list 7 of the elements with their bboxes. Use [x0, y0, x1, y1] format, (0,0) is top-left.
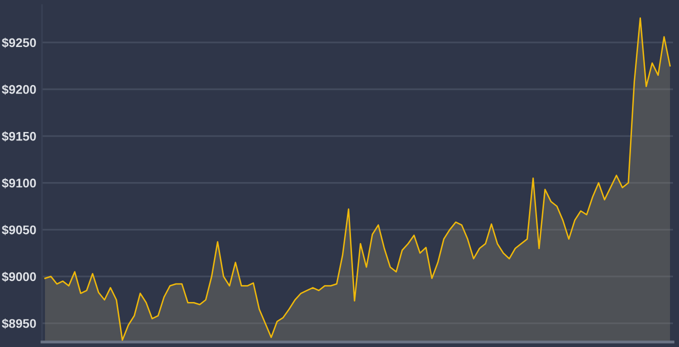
y-tick-label: $8950	[2, 318, 36, 329]
y-tick-label: $9050	[2, 224, 36, 236]
y-tick-label: $9000	[2, 272, 36, 282]
y-tick-label: $9150	[2, 131, 36, 142]
y-tick-label: $9100	[2, 178, 36, 188]
y-tick-label: $9250	[2, 38, 36, 48]
y-tick-label: $9200	[2, 84, 36, 95]
